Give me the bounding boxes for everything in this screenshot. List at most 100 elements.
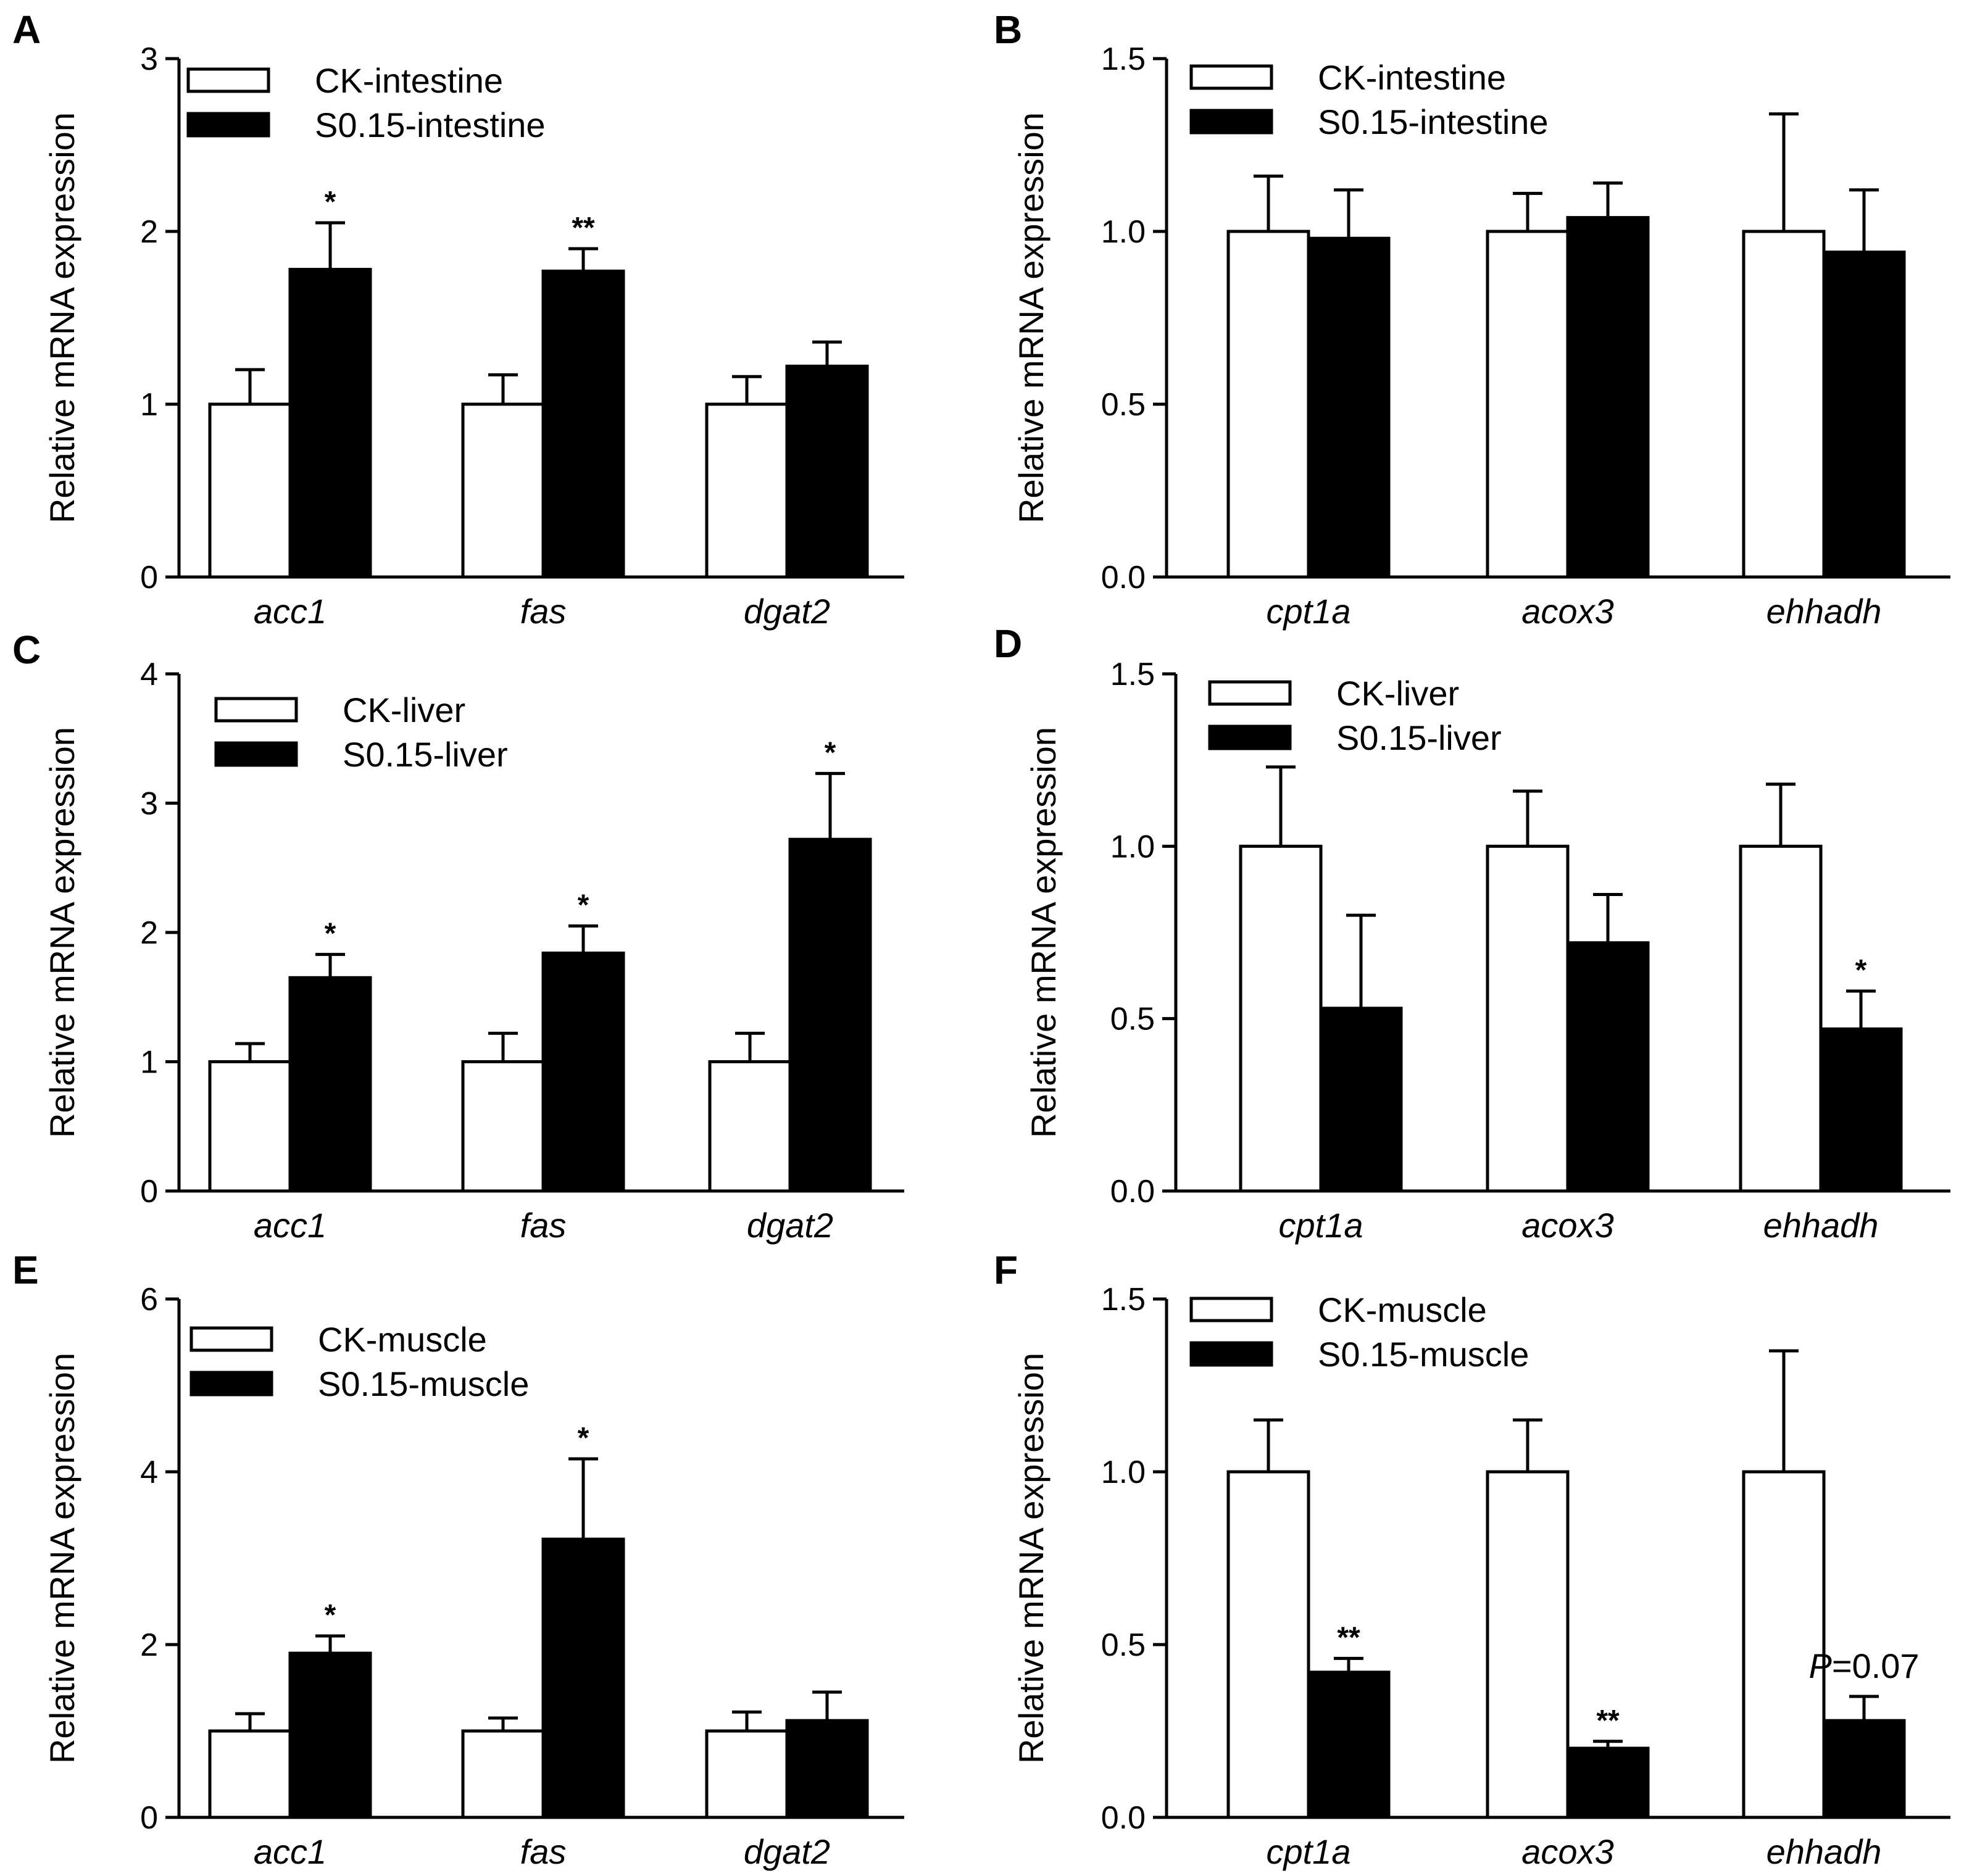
bar-control-cpt1a	[1226, 1470, 1310, 1819]
y-tick-label: 1.5	[1101, 1282, 1146, 1318]
y-axis-title: Relative mRNA expression	[1012, 112, 1051, 523]
bar-treatment-dgat2	[788, 837, 872, 1193]
x-category-label: acox3	[1521, 592, 1613, 631]
y-tick-label: 2	[140, 915, 158, 951]
significance-marker: *	[325, 1599, 336, 1632]
significance-marker: *	[578, 889, 589, 922]
x-category-label: cpt1a	[1267, 592, 1351, 631]
legend-swatch-control	[1189, 1297, 1273, 1322]
legend-swatch-treatment	[214, 741, 298, 767]
x-category-label: acox3	[1521, 1206, 1613, 1245]
y-tick-label: 0.5	[1101, 387, 1146, 423]
legend-swatch-treatment	[1208, 724, 1292, 750]
x-category-label: acc1	[254, 592, 327, 631]
bar-control-cpt1a	[1239, 844, 1323, 1193]
bar-control-acox3	[1486, 230, 1570, 579]
y-axis-title: Relative mRNA expression	[43, 112, 81, 523]
bar-treatment-ehhadh	[1819, 1027, 1903, 1193]
bar-control-fas	[461, 402, 545, 579]
y-tick-label: 3	[140, 786, 158, 822]
bar-control-fas	[461, 1729, 545, 1819]
x-category-label: cpt1a	[1279, 1206, 1363, 1245]
significance-marker: *	[1855, 954, 1867, 987]
bar-treatment-acc1	[288, 1651, 372, 1819]
bar-treatment-cpt1a	[1307, 236, 1391, 579]
x-category-label: fas	[520, 1832, 567, 1871]
bar-treatment-acc1	[288, 268, 372, 579]
legend-swatch-treatment	[1189, 109, 1273, 135]
bar-control-acc1	[208, 1060, 292, 1193]
legend-label: S0.15-intestine	[315, 106, 546, 144]
bar-control-acc1	[208, 402, 292, 579]
significance-marker: *	[825, 736, 836, 769]
legend-label: S0.15-muscle	[1318, 1335, 1529, 1374]
bar-treatment-acox3	[1566, 216, 1650, 579]
bar-control-acox3	[1486, 844, 1570, 1193]
x-category-label: cpt1a	[1267, 1832, 1351, 1871]
y-tick-label: 0	[140, 1174, 158, 1210]
panel-label: A	[12, 7, 41, 52]
significance-marker: **	[572, 212, 595, 244]
panel-label: C	[12, 628, 41, 672]
panel-label: E	[12, 1248, 39, 1292]
legend-label: CK-liver	[1336, 674, 1459, 713]
legend-swatch-treatment	[1189, 1341, 1273, 1367]
bar-treatment-acc1	[288, 976, 372, 1193]
y-tick-label: 1.0	[1101, 1455, 1146, 1490]
chart-panel-c: C 0 1 2 3 4 Relative mRNA expression * acc1 * fas *…	[12, 628, 904, 1245]
y-axis-title: Relative mRNA expression	[43, 1353, 81, 1764]
significance-marker: *	[578, 1422, 589, 1455]
legend-swatch-control	[189, 1326, 273, 1352]
y-tick-label: 1.5	[1110, 657, 1155, 692]
y-tick-label: 4	[140, 657, 158, 692]
y-tick-label: 1.5	[1101, 41, 1146, 77]
bar-control-ehhadh	[1742, 230, 1826, 579]
y-tick-label: 0.5	[1110, 1002, 1155, 1037]
y-tick-label: 1.0	[1101, 214, 1146, 250]
x-category-label: ehhadh	[1763, 1206, 1879, 1245]
chart-panel-a: A 0 1 2 3 Relative mRNA expression * acc1 ** fas d…	[12, 7, 904, 631]
x-category-label: dgat2	[744, 592, 830, 631]
y-tick-label: 3	[140, 41, 158, 77]
bar-control-acox3	[1486, 1470, 1570, 1819]
x-category-label: acc1	[254, 1206, 327, 1245]
bar-treatment-dgat2	[785, 1719, 869, 1819]
x-category-label: fas	[520, 592, 567, 631]
legend-label: S0.15-muscle	[318, 1364, 529, 1403]
x-category-label: dgat2	[744, 1832, 830, 1871]
bar-treatment-dgat2	[785, 364, 869, 579]
bar-treatment-ehhadh	[1822, 1719, 1906, 1819]
legend-swatch-treatment	[189, 1371, 273, 1397]
bar-control-dgat2	[705, 402, 789, 579]
chart-panel-d: D 0.0 0.5 1.0 1.5 Relative mRNA expression cpt…	[994, 621, 1950, 1245]
y-tick-label: 1	[140, 387, 158, 423]
significance-marker: *	[325, 918, 336, 950]
significance-marker: **	[1596, 1704, 1620, 1737]
legend-swatch-control	[214, 697, 298, 723]
legend-label: CK-intestine	[315, 61, 503, 100]
x-category-label: fas	[520, 1206, 567, 1245]
y-tick-label: 2	[140, 214, 158, 250]
legend-swatch-control	[1189, 64, 1273, 90]
y-axis-title: Relative mRNA expression	[43, 727, 81, 1138]
x-category-label: acox3	[1521, 1832, 1613, 1871]
bar-control-acc1	[208, 1729, 292, 1819]
x-category-label: ehhadh	[1766, 592, 1882, 631]
y-axis-title: Relative mRNA expression	[1024, 727, 1063, 1138]
bar-treatment-acox3	[1566, 1746, 1650, 1819]
x-category-label: acc1	[254, 1832, 327, 1871]
y-axis-title: Relative mRNA expression	[1012, 1353, 1051, 1764]
y-tick-label: 0.0	[1110, 1174, 1155, 1210]
chart-panel-f: F 0.0 0.5 1.0 1.5 Relative mRNA expression ** c…	[994, 1248, 1950, 1871]
legend-label: CK-muscle	[318, 1320, 487, 1359]
legend-label: S0.15-intestine	[1318, 102, 1549, 141]
bar-treatment-fas	[541, 269, 625, 579]
bar-treatment-fas	[541, 952, 625, 1193]
panel-label: F	[994, 1248, 1018, 1292]
p-value-note: P=0.07	[1808, 1646, 1919, 1685]
panel-label: D	[994, 621, 1022, 666]
legend-swatch-treatment	[186, 112, 270, 138]
legend-swatch-control	[186, 67, 270, 93]
y-tick-label: 0.0	[1101, 560, 1146, 596]
